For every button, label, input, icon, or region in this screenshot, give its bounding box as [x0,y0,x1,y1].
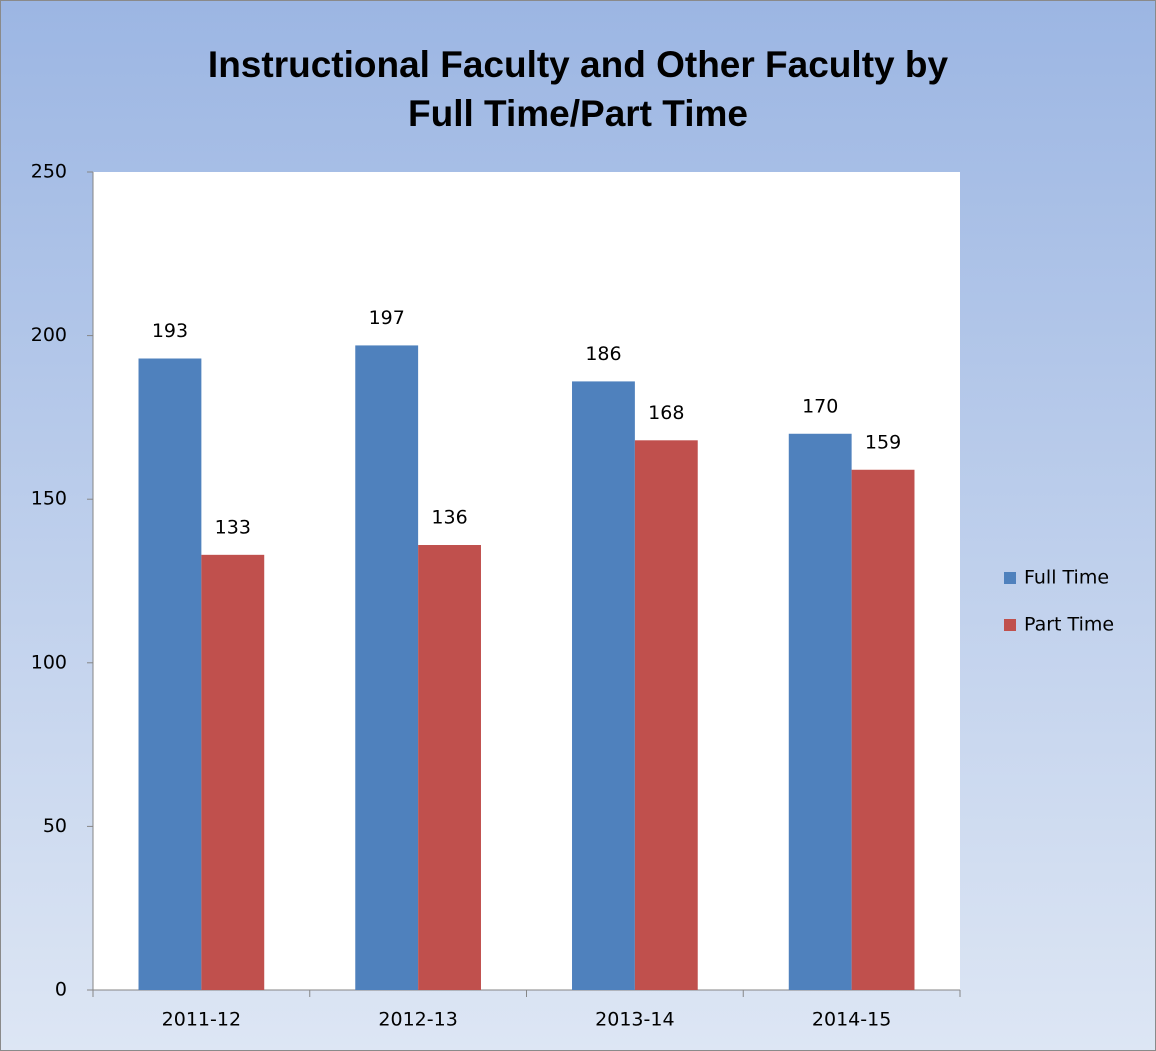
data-label: 168 [648,402,684,424]
data-label: 193 [152,320,188,342]
chart-title: Instructional Faculty and Other Faculty … [208,44,949,85]
x-tick-label: 2011-12 [162,1009,241,1031]
legend-swatch [1004,572,1016,584]
bar [634,440,698,991]
bar [418,545,481,990]
bar [201,554,265,990]
x-tick-label: 2013-14 [595,1009,674,1031]
data-label: 133 [215,516,251,538]
bar [138,358,202,990]
legend-label: Part Time [1024,614,1114,636]
y-tick-label: 150 [31,488,67,510]
x-tick-label: 2012-13 [378,1009,457,1031]
bar [572,381,635,991]
x-tick-label: 2014-15 [812,1009,891,1031]
y-tick-label: 250 [31,161,67,183]
data-label: 197 [369,307,405,329]
data-label: 186 [585,343,621,365]
y-tick-label: 200 [31,324,67,346]
bar [851,469,915,990]
data-label: 159 [865,431,901,453]
data-label: 170 [802,395,838,417]
y-tick-label: 50 [43,815,67,837]
y-tick-label: 100 [31,651,67,673]
bar [355,345,419,990]
bar [788,433,852,990]
legend-label: Full Time [1024,567,1109,589]
y-tick-label: 0 [55,979,67,1001]
chart-title: Full Time/Part Time [408,93,748,134]
data-label: 136 [431,507,467,529]
legend-swatch [1004,619,1016,631]
